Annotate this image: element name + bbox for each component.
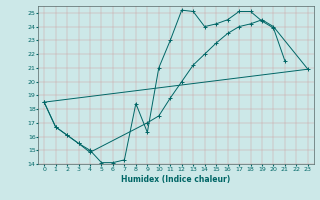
X-axis label: Humidex (Indice chaleur): Humidex (Indice chaleur): [121, 175, 231, 184]
